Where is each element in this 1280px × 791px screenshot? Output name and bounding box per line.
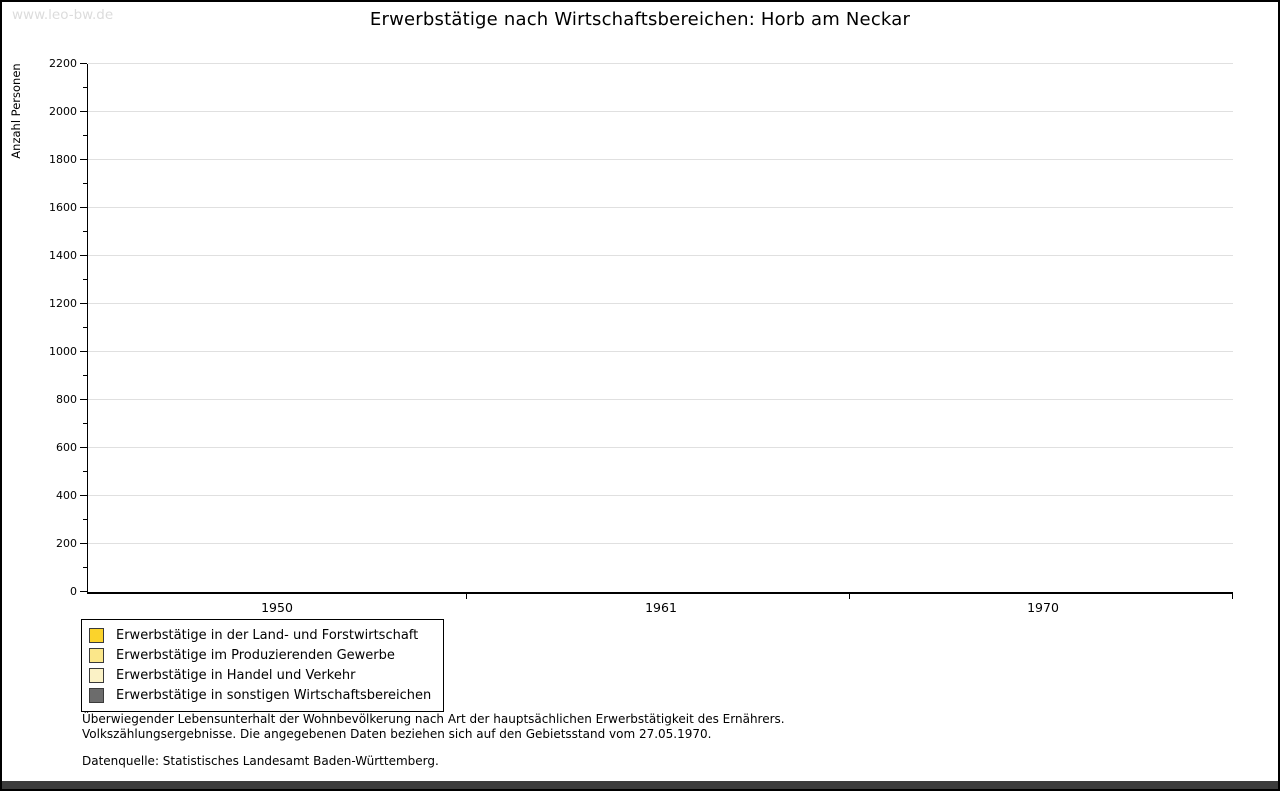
y-major-tick: [80, 303, 87, 304]
legend-swatch: [89, 627, 104, 643]
legend: Erwerbstätige in der Land- und Forstwirt…: [81, 619, 445, 712]
gridline: [88, 495, 1233, 496]
y-minor-tick: [83, 375, 87, 376]
x-axis-tick: [1232, 594, 1233, 599]
gridline: [88, 63, 1233, 64]
x-tick-label: 1950: [261, 600, 293, 615]
y-tick-label: 1200: [49, 297, 77, 310]
y-major-tick: [80, 159, 87, 160]
gridline: [88, 303, 1233, 304]
y-tick-label: 2000: [49, 105, 77, 119]
plot-area: 0 200 400 600 800 1000 1200 1400 1600 1800 2000 220…: [49, 58, 1233, 615]
y-tick-label: 1000: [49, 345, 77, 359]
legend-item: Erwerbstätige in sonstigen Wirtschaftsbe…: [89, 685, 431, 705]
x-tick-label: 1970: [1027, 600, 1059, 615]
y-tick-label: 1600: [49, 201, 77, 214]
footnotes: Überwiegender Lebensunterhalt der Wohnbe…: [82, 712, 785, 742]
y-minor-tick: [83, 327, 87, 328]
gridline: [88, 159, 1233, 160]
y-major-tick: [80, 63, 87, 64]
gridline: [88, 543, 1233, 544]
footnote-line: Überwiegender Lebensunterhalt der Wohnbe…: [82, 712, 785, 726]
legend-item: Erwerbstätige im Produzierenden Gewerbe: [89, 645, 431, 665]
y-major-tick: [80, 399, 87, 400]
legend-label: Erwerbstätige in sonstigen Wirtschaftsbe…: [116, 687, 432, 703]
gridline: [88, 111, 1233, 112]
bottom-bar: [2, 781, 1278, 789]
watermark: www.leo-bw.de: [12, 7, 114, 23]
legend-swatch: [89, 687, 104, 703]
legend-label: Erwerbstätige im Produzierenden Gewerbe: [116, 647, 395, 663]
y-major-tick: [80, 255, 87, 256]
y-tick-label: 200: [56, 537, 77, 550]
y-tick-label: 2200: [49, 57, 77, 70]
y-minor-tick: [83, 423, 87, 424]
y-major-tick: [80, 111, 87, 112]
y-tick-label: 400: [56, 489, 77, 502]
y-tick-label: 1800: [49, 153, 77, 166]
legend-swatch: [89, 667, 104, 683]
gridline: [88, 351, 1233, 352]
x-axis-tick: [466, 594, 467, 599]
y-tick-label: 1400: [49, 249, 77, 262]
y-minor-tick: [83, 87, 87, 88]
y-minor-tick: [83, 567, 87, 568]
gridline: [88, 447, 1233, 448]
gridline: [88, 399, 1233, 400]
legend-item: Erwerbstätige in Handel und Verkehr: [89, 665, 431, 685]
y-minor-tick: [83, 279, 87, 280]
legend-swatch: [89, 647, 104, 663]
y-tick-label: 0: [70, 585, 77, 598]
y-minor-tick: [83, 231, 87, 232]
source-line: Datenquelle: Statistisches Landesamt Bad…: [82, 754, 439, 768]
y-tick-label: 800: [56, 393, 77, 406]
y-major-tick: [80, 543, 87, 544]
y-minor-tick: [83, 135, 87, 136]
gridline: [88, 207, 1233, 208]
legend-label: Erwerbstätige in der Land- und Forstwirt…: [116, 627, 419, 643]
y-major-tick: [80, 495, 87, 496]
chart-title: Erwerbstätige nach Wirtschaftsbereichen:…: [369, 9, 911, 30]
y-major-tick: [80, 351, 87, 352]
y-major-tick: [80, 207, 87, 208]
gridline: [88, 255, 1233, 256]
x-tick-label: 1961: [645, 600, 677, 615]
y-minor-tick: [83, 183, 87, 184]
y-minor-tick: [83, 519, 87, 520]
footnote-line: Volkszählungsergebnisse. Die angegebenen…: [82, 727, 712, 741]
y-major-tick: [80, 447, 87, 448]
legend-label: Erwerbstätige in Handel und Verkehr: [116, 667, 356, 683]
y-minor-tick: [83, 471, 87, 472]
legend-item: Erwerbstätige in der Land- und Forstwirt…: [89, 625, 431, 645]
y-tick-label: 600: [56, 441, 77, 454]
y-major-tick: [80, 591, 87, 592]
x-axis-tick: [849, 594, 850, 599]
y-axis-label: Anzahl Personen: [9, 63, 23, 159]
